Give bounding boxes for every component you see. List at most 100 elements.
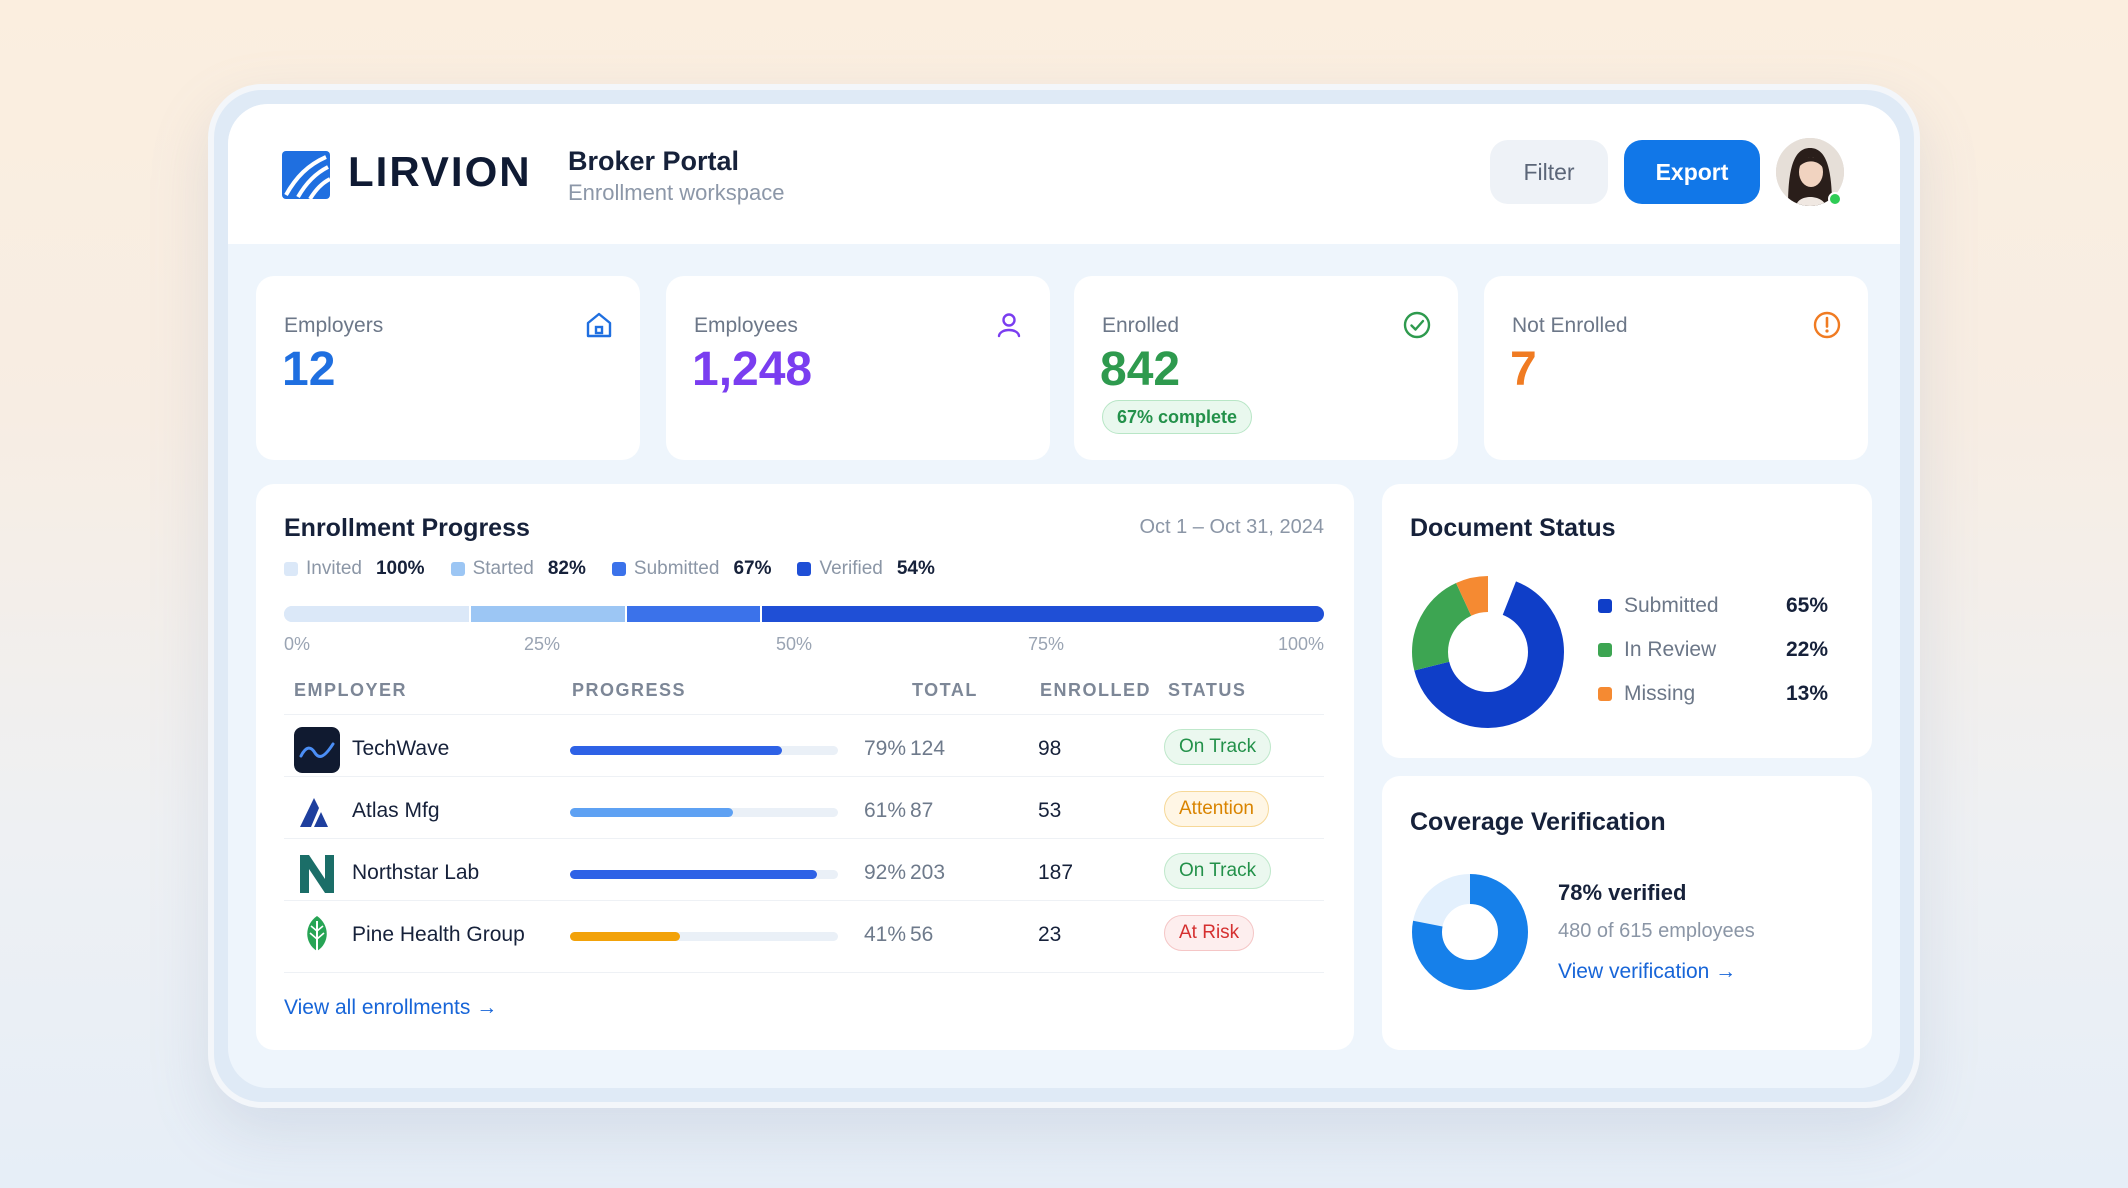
table-row[interactable]: Atlas Mfg 61% 87 53 Attention [284,776,1324,838]
stat-label: Enrolled [1102,314,1180,337]
view-all-enrollments-link[interactable]: View all enrollments → [284,996,498,1019]
stat-value: 842 [1100,343,1181,396]
filter-button[interactable]: Filter [1490,140,1608,204]
progress-percent: 61% [864,799,907,822]
legend-value: 54% [896,558,935,579]
progress-fill [570,870,817,879]
legend-swatch [611,562,626,576]
card-title: Enrollment Progress [284,514,530,542]
stat-label: Employers [284,314,384,337]
total-count: 56 [910,923,934,946]
legend-swatch [450,562,465,576]
total-count: 203 [910,861,946,884]
column-header-progress[interactable]: PROGRESS [572,680,687,700]
check-circle-icon [1403,311,1431,339]
progress-fill [570,746,782,755]
header: LIRVION Broker Portal Enrollment workspa… [228,104,1900,244]
legend-item-invited: Invited 100% [284,558,425,580]
enrolled-count: 23 [1038,923,1062,946]
legend-value: 13% [1786,682,1829,705]
legend-label: Missing [1624,682,1696,705]
legend-label: In Review [1624,638,1717,661]
axis-tick: 0% [284,634,311,654]
enrolled-count: 53 [1038,799,1062,822]
legend-item-in-review: In Review 22% [1598,638,1828,662]
column-header-enrolled[interactable]: ENROLLED [1040,680,1151,700]
column-header-employer[interactable]: EMPLOYER [294,680,408,700]
coverage-verification-card: Coverage Verification 78% verified 480 o… [1382,776,1872,1050]
legend-item-missing: Missing 13% [1598,682,1828,706]
atlas-logo-icon [300,798,328,827]
legend-label: Started [472,558,534,579]
table-divider [284,972,1324,973]
legend-swatch [284,562,298,576]
donut-slice-in-review [1412,576,1564,728]
legend-item-submitted: Submitted 67% [611,558,771,580]
legend-value: 100% [375,558,425,579]
stat-label: Not Enrolled [1512,314,1628,337]
table-row[interactable]: TechWave 79% 124 98 On Track [284,714,1324,776]
card-title: Coverage Verification [1410,808,1666,836]
employer-name: Northstar Lab [352,861,480,884]
stat-card-employees: Employees 1,248 [666,276,1050,460]
progress-fill [570,932,680,941]
total-count: 124 [910,737,946,760]
legend-value: 65% [1786,594,1829,617]
view-verification-link[interactable]: View verification → [1558,960,1737,983]
legend-value: 22% [1786,638,1829,661]
progress-percent: 92% [864,861,907,884]
coverage-donut [1412,874,1528,990]
funnel-segment-verified [762,606,1324,622]
axis-tick: 75% [1028,634,1065,654]
funnel-segment-invited [284,606,472,622]
user-icon [997,313,1021,338]
lirvion-logo-icon [282,151,330,199]
date-range[interactable]: Oct 1 – Oct 31, 2024 [1139,516,1324,538]
stat-label: Employees [694,314,798,337]
avatar-portrait-icon [1776,138,1844,206]
legend-item-submitted: Submitted 65% [1598,594,1828,618]
donut-slice-submitted [1412,576,1564,728]
brand-name: LIRVION [348,148,532,195]
avatar[interactable] [1776,138,1844,206]
online-status-dot [1828,192,1842,206]
axis-tick: 25% [524,634,561,654]
progress-track [570,808,838,817]
progress-percent: 79% [864,737,907,760]
status-badge: On Track [1164,729,1272,765]
legend-item-verified: Verified 54% [797,558,935,580]
export-button[interactable]: Export [1624,140,1760,204]
progress-track [570,870,838,879]
progress-track [570,746,838,755]
legend-item-started: Started 82% [450,558,586,580]
building-icon [586,312,612,338]
legend-swatch [797,562,812,576]
progress-fill [570,808,734,817]
legend-swatch [1598,599,1612,613]
stat-value: 7 [1510,343,1537,396]
table-row[interactable]: Pine Health Group 41% 56 23 At Risk [284,900,1324,962]
card-title: Document Status [1410,514,1616,542]
funnel-segment-submitted [627,606,763,622]
northstar-logo-icon [300,855,334,893]
enrolled-count: 187 [1038,861,1074,884]
stat-card-enrolled: Enrolled 842 67% complete [1074,276,1458,460]
legend-swatch [1598,687,1612,701]
completion-badge: 67% complete [1102,400,1253,434]
coverage-headline: 78% verified [1558,880,1687,905]
legend-value: 82% [547,558,586,579]
legend-swatch [1598,643,1612,657]
status-badge: Attention [1164,791,1269,827]
status-badge: At Risk [1164,915,1255,951]
column-header-total[interactable]: TOTAL [912,680,978,700]
enrollment-progress-card: Enrollment Progress Oct 1 – Oct 31, 2024… [256,484,1354,1050]
coverage-verified-arc [1412,874,1528,990]
legend-label: Verified [819,558,883,579]
table-row[interactable]: Northstar Lab 92% 203 187 On Track [284,838,1324,900]
stat-card-employers: Employers 12 [256,276,640,460]
techwave-logo-icon [294,727,340,773]
stat-value: 1,248 [692,343,813,396]
column-header-status[interactable]: STATUS [1168,680,1247,700]
total-count: 87 [910,799,934,822]
progress-track [570,932,838,941]
